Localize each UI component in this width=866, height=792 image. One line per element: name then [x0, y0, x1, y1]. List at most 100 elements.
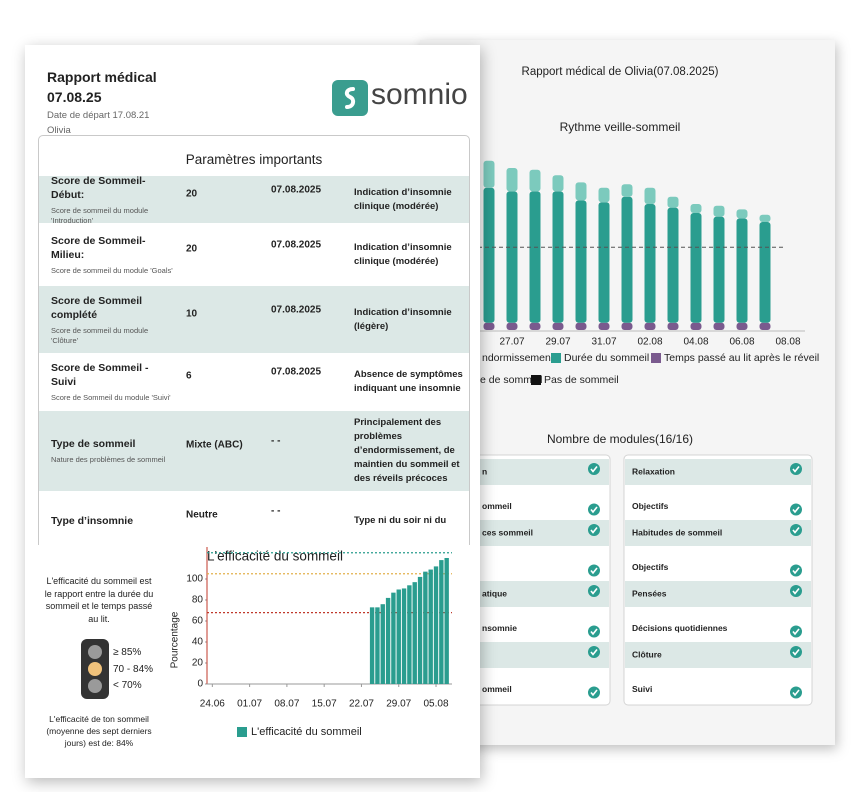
table-row [461, 520, 609, 546]
legend-label: Pas de sommeil [544, 374, 619, 386]
x-tick-label: 08.08 [775, 337, 800, 348]
row-value: 20 [186, 188, 198, 199]
row-description: Type ni du soir ni du [354, 515, 447, 526]
row-value: Mixte (ABC) [186, 439, 243, 451]
legend-label: Temps passé au lit après le réveil [664, 352, 819, 364]
table-row [625, 520, 811, 546]
efficiency-summary: L'efficacité de ton sommeil (moyenne des… [46, 714, 152, 748]
bar-segment [621, 184, 633, 197]
x-tick-label: 04.08 [683, 337, 708, 348]
table-row [461, 581, 609, 607]
y-tick-label: 100 [186, 574, 203, 585]
bar [423, 571, 428, 684]
x-tick-label: 31.07 [591, 337, 616, 348]
x-tick-label: 15.07 [312, 699, 337, 710]
check-mark [590, 527, 598, 534]
bar [444, 558, 449, 684]
bar-segment [506, 322, 518, 330]
check-mark [590, 689, 598, 697]
check-mark [792, 466, 800, 473]
bar-segment [506, 191, 518, 323]
row-date: - - [271, 435, 281, 447]
row-note: Score de Sommeil du module 'Suivi' [51, 393, 171, 402]
check-mark [792, 567, 800, 575]
bar-segment [529, 322, 541, 330]
efficiency-chart: L'efficacité du sommeil Pourcentage 0 20 40 6… [170, 547, 452, 738]
check-mark [792, 506, 800, 514]
row-label: Type d’insomnie [51, 515, 134, 527]
check-mark [792, 588, 800, 595]
parameters-table: Paramètres importants Score de Sommeil-D… [38, 135, 470, 557]
traffic-light-legend: 70 - 84% [113, 663, 154, 675]
row-label-block: Type de sommeil Nature des problèmes de s… [51, 437, 176, 465]
start-date: Date de départ 17.08.21 [47, 110, 150, 121]
modules-title: Nombre de modules(16/16) [547, 432, 693, 446]
bar-segment [713, 205, 725, 217]
bar [417, 576, 423, 684]
row-date: 07.08.2025 [271, 184, 322, 195]
bar-segment [598, 322, 610, 330]
row-description: Indication d’insomnie clinique (modérée) [354, 241, 452, 267]
bar-segment [759, 214, 771, 222]
table-row [625, 581, 811, 607]
traffic-light-legend: < 70% [113, 680, 142, 691]
check-mark [590, 628, 598, 636]
bar [369, 607, 375, 684]
bar-segment [644, 322, 656, 330]
row-label-block: Type d’insomnie [51, 514, 176, 528]
bar-segment [621, 196, 633, 323]
bar [407, 585, 412, 684]
row-label-block: Score de Sommeil complété Score de sommei… [51, 294, 176, 346]
row-description: Absence de symptômes indiquant une insom… [354, 369, 463, 394]
traffic-light-lamp [88, 662, 102, 676]
table-row [461, 642, 609, 668]
bar-segment [759, 322, 771, 330]
table-row [625, 642, 811, 668]
x-tick-label: 06.08 [729, 337, 754, 348]
bar-segment [483, 187, 495, 323]
x-tick-label: 01.07 [237, 699, 262, 710]
back-title: Rapport médical de Olivia(07.08.2025) [522, 66, 719, 78]
bar-segment [667, 207, 679, 323]
logo-icon [332, 80, 368, 116]
report-date: 07.08.25 [47, 89, 102, 105]
module-label: Habitudes de sommeil [632, 527, 722, 537]
bar-segment [575, 322, 587, 330]
legend-label: L'efficacité du sommeil [251, 726, 362, 738]
bar [412, 582, 417, 684]
traffic-light-lamp [88, 679, 102, 693]
row-label-block: Score de Sommeil-Début: Score de sommeil … [51, 174, 176, 226]
row-note: Score de sommeil du module 'Clôture' [51, 325, 149, 345]
module-label: Relaxation [632, 466, 675, 476]
table-row: Score de Sommeil-Début: Score de sommeil … [39, 174, 469, 226]
module-label: atique [482, 588, 507, 598]
check-mark [792, 689, 800, 697]
bar-segment [736, 322, 748, 330]
bar-segment [736, 209, 748, 219]
bar-segment [483, 322, 495, 330]
rhythm-title: Rythme veille-sommeil [560, 120, 681, 134]
row-label: Score de Sommeil-Début: [51, 174, 146, 201]
row-label-block: Score de Sommeil-Milieu: Score de sommeil… [51, 234, 176, 276]
legend-label: Durée du sommeil [564, 352, 649, 364]
bar-segment [667, 196, 679, 208]
bar-segment [621, 322, 633, 330]
bar-segment [575, 182, 587, 201]
module-label: nsomnie [482, 623, 517, 633]
table-row [625, 459, 811, 485]
bar-segment [644, 204, 656, 323]
logo-mark [344, 87, 356, 109]
bar [385, 597, 391, 684]
front-page: Rapport médical 07.08.25 Date de départ … [25, 45, 480, 778]
bar-segment [552, 322, 564, 330]
chart-title: L'efficacité du sommeil [207, 549, 343, 564]
module-label: Suivi [632, 684, 652, 694]
module-label: ommeil [482, 501, 512, 511]
y-tick-label: 20 [192, 658, 204, 669]
logo-text: somnio [371, 78, 468, 111]
bar-segment [736, 218, 748, 323]
row-note: Nature des problèmes de sommeil [51, 455, 166, 464]
y-axis-label: Pourcentage [170, 611, 181, 668]
row-note: Score de sommeil du module 'Goals' [51, 265, 173, 275]
